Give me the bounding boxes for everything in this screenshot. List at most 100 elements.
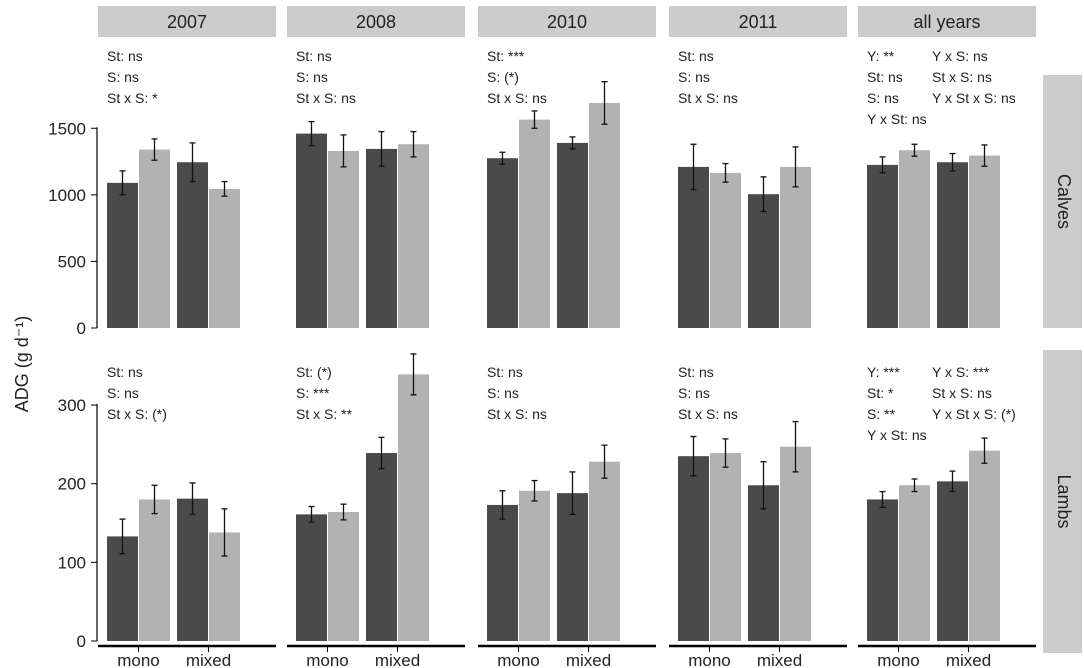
bar bbox=[296, 133, 327, 328]
x-tick-label: mixed bbox=[566, 651, 611, 668]
stats-annotation: St x S: ns bbox=[678, 406, 738, 422]
stats-annotation: St x S: ns bbox=[932, 385, 992, 401]
facet-strip-label: 2010 bbox=[547, 12, 587, 32]
bar bbox=[710, 172, 741, 328]
facet-strip-0 bbox=[98, 6, 276, 37]
bar bbox=[780, 446, 811, 641]
stats-annotation: St x S: ns bbox=[296, 90, 356, 106]
y-tick-label: 1000 bbox=[48, 186, 86, 205]
bar bbox=[899, 485, 930, 641]
bar bbox=[937, 162, 968, 328]
stats-annotation: Y: *** bbox=[867, 364, 900, 380]
facet-strip-label: all years bbox=[913, 12, 980, 32]
stats-annotation: St: (*) bbox=[296, 364, 332, 380]
bar bbox=[710, 453, 741, 641]
facet-strip-1 bbox=[287, 6, 465, 37]
stats-annotation: Y: ** bbox=[867, 48, 895, 64]
bar bbox=[867, 164, 898, 328]
stats-annotation: St: ns bbox=[867, 69, 903, 85]
bar bbox=[589, 461, 620, 641]
x-tick-label: mixed bbox=[757, 651, 802, 668]
row-strip-label: Lambs bbox=[1054, 474, 1074, 528]
stats-annotation: Y x St: ns bbox=[867, 427, 927, 443]
bar bbox=[209, 188, 240, 328]
bar bbox=[366, 148, 397, 328]
stats-annotation: St x S: ns bbox=[678, 90, 738, 106]
row-strip-label: Calves bbox=[1054, 174, 1074, 229]
y-tick-label: 300 bbox=[58, 396, 86, 415]
x-tick-label: mono bbox=[688, 651, 731, 668]
y-axis-label: ADG (g d⁻¹) bbox=[12, 316, 32, 413]
stats-annotation: S: ns bbox=[678, 385, 710, 401]
stats-annotation: St: * bbox=[867, 385, 894, 401]
bar bbox=[748, 194, 779, 328]
stats-annotation: Y x S: ns bbox=[932, 48, 988, 64]
stats-annotation: S: ** bbox=[867, 406, 896, 422]
bar bbox=[139, 499, 170, 641]
bar bbox=[487, 504, 518, 641]
stats-annotation: St: *** bbox=[487, 48, 525, 64]
y-tick-label: 0 bbox=[77, 319, 86, 338]
stats-annotation: Y x St x S: ns bbox=[932, 90, 1016, 106]
stats-annotation: Y x St x S: (*) bbox=[932, 406, 1016, 422]
facet-strip-3 bbox=[669, 6, 847, 37]
stats-annotation: St: ns bbox=[678, 48, 714, 64]
stats-annotation: Y x St: ns bbox=[867, 111, 927, 127]
x-tick-label: mono bbox=[877, 651, 920, 668]
stats-annotation: S: ns bbox=[487, 385, 519, 401]
bar bbox=[557, 493, 588, 641]
bar bbox=[177, 498, 208, 641]
bar bbox=[487, 158, 518, 328]
stats-annotation: S: ns bbox=[107, 69, 139, 85]
y-tick-label: 200 bbox=[58, 475, 86, 494]
y-tick-label: 500 bbox=[58, 252, 86, 271]
bar bbox=[899, 150, 930, 328]
stats-annotation: St x S: ns bbox=[487, 406, 547, 422]
stats-annotation: Y x S: *** bbox=[932, 364, 990, 380]
stats-annotation: St x S: * bbox=[107, 90, 158, 106]
facet-strip-label: 2011 bbox=[739, 12, 778, 32]
stats-annotation: S: ns bbox=[867, 90, 899, 106]
bar bbox=[519, 119, 550, 328]
bar bbox=[519, 490, 550, 641]
x-tick-label: mono bbox=[497, 651, 540, 668]
bar bbox=[969, 450, 1000, 641]
bar bbox=[177, 162, 208, 328]
bar bbox=[296, 514, 327, 641]
stats-annotation: S: (*) bbox=[487, 69, 519, 85]
bar bbox=[366, 453, 397, 641]
bar bbox=[139, 149, 170, 328]
stats-annotation: St x S: ns bbox=[487, 90, 547, 106]
stats-annotation: S: ns bbox=[678, 69, 710, 85]
stats-annotation: St: ns bbox=[296, 48, 332, 64]
x-tick-label: mono bbox=[306, 651, 349, 668]
x-tick-label: mixed bbox=[946, 651, 991, 668]
row-strip-0 bbox=[1043, 75, 1082, 328]
x-tick-label: mixed bbox=[375, 651, 420, 668]
bar bbox=[398, 374, 429, 641]
x-tick-label: mono bbox=[117, 651, 160, 668]
stats-annotation: St: ns bbox=[678, 364, 714, 380]
bar bbox=[937, 481, 968, 641]
y-tick-label: 100 bbox=[58, 553, 86, 572]
y-tick-label: 0 bbox=[77, 632, 86, 651]
facet-strip-4 bbox=[858, 6, 1036, 37]
bar bbox=[867, 499, 898, 641]
bar bbox=[328, 512, 359, 641]
row-strip-1 bbox=[1043, 350, 1082, 653]
x-tick-label: mixed bbox=[186, 651, 231, 668]
stats-annotation: S: ns bbox=[296, 69, 328, 85]
bar bbox=[328, 150, 359, 328]
stats-annotation: St: ns bbox=[107, 364, 143, 380]
bar bbox=[107, 182, 138, 328]
bar bbox=[678, 456, 709, 641]
bar bbox=[748, 485, 779, 641]
bar bbox=[557, 142, 588, 328]
facet-strip-label: 2008 bbox=[356, 12, 396, 32]
stats-annotation: St: ns bbox=[107, 48, 143, 64]
y-tick-label: 1500 bbox=[48, 119, 86, 138]
stats-annotation: S: ns bbox=[107, 385, 139, 401]
bar bbox=[589, 102, 620, 328]
stats-annotation: S: *** bbox=[296, 385, 330, 401]
